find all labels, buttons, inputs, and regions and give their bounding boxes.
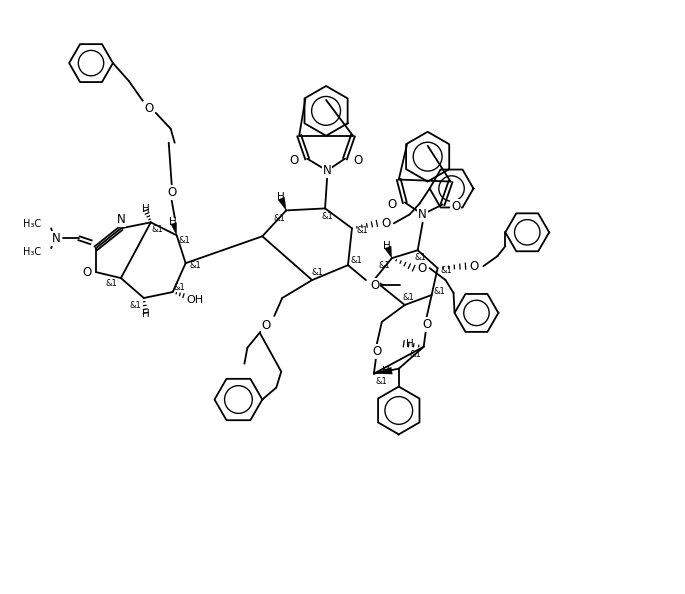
Text: O: O [372,345,382,358]
Text: &1: &1 [152,225,164,234]
Text: H: H [169,217,177,228]
Text: N: N [323,164,332,177]
Text: N: N [116,213,125,226]
Text: O: O [371,279,379,292]
Polygon shape [278,197,286,210]
Text: H₃C: H₃C [23,219,41,229]
Text: H: H [142,309,150,319]
Text: OH: OH [186,295,203,305]
Text: &1: &1 [174,283,186,292]
Text: O: O [82,266,92,279]
Text: &1: &1 [434,286,445,296]
Text: O: O [290,154,299,167]
Text: N: N [52,232,60,245]
Text: N: N [419,208,427,221]
Text: &1: &1 [130,302,142,311]
Text: O: O [353,154,362,167]
Text: H: H [406,339,414,349]
Text: H: H [383,241,390,251]
Text: &1: &1 [356,226,368,235]
Text: &1: &1 [179,236,190,245]
Text: H₃C: H₃C [23,247,41,257]
Polygon shape [171,223,177,235]
Text: O: O [262,320,271,333]
Text: H: H [142,204,150,214]
Text: O: O [387,198,397,211]
Text: &1: &1 [403,292,414,302]
Text: &1: &1 [440,266,453,274]
Text: &1: &1 [410,350,421,359]
Text: &1: &1 [350,255,362,265]
Text: &1: &1 [415,252,427,262]
Text: O: O [381,217,390,230]
Text: &1: &1 [190,261,201,270]
Text: &1: &1 [321,212,333,221]
Text: H: H [382,366,390,375]
Polygon shape [384,246,392,258]
Text: &1: &1 [311,268,323,277]
Text: &1: &1 [105,279,117,287]
Text: O: O [422,318,432,331]
Text: O: O [417,261,426,274]
Text: O: O [167,186,176,199]
Text: &1: &1 [379,261,390,270]
Text: &1: &1 [273,214,285,223]
Text: &1: &1 [376,377,388,386]
Text: O: O [144,102,153,115]
Text: H: H [277,192,285,203]
Polygon shape [374,367,393,374]
Text: O: O [470,260,479,273]
Text: O: O [451,200,460,213]
